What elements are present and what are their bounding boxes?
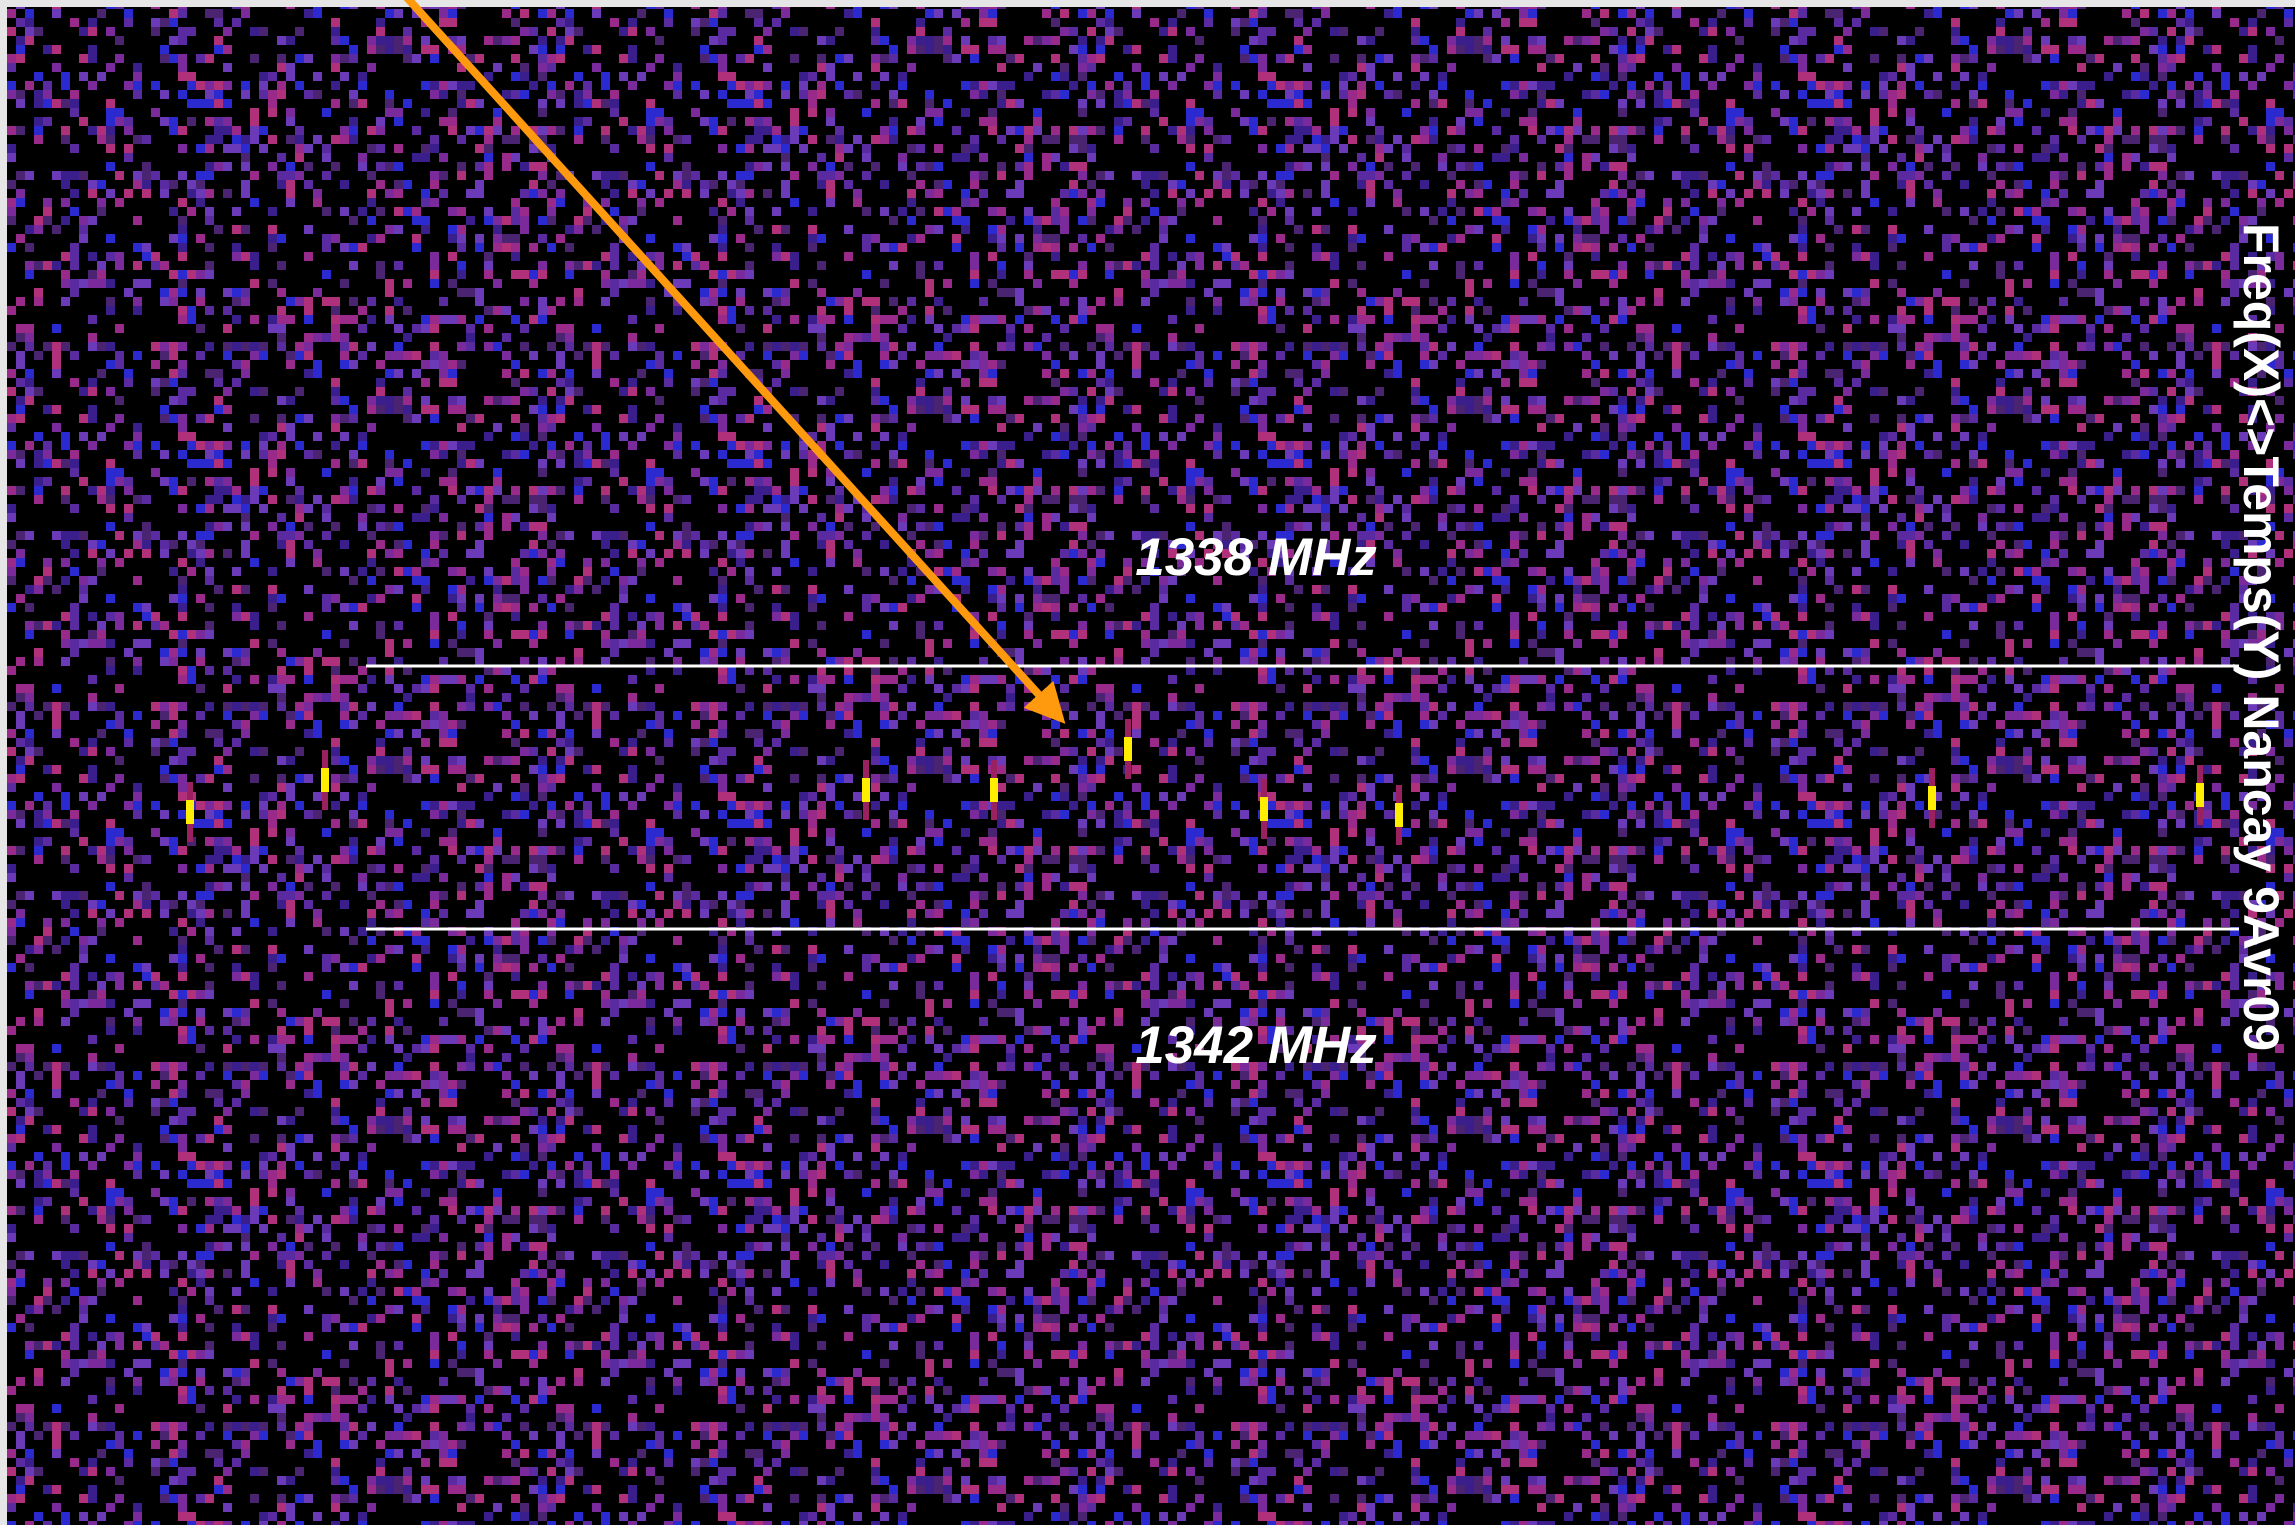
axis-note: Freq(X)<>Temps(Y) Nancay 9Avr09 (2233, 223, 2289, 1051)
signal-peak (186, 800, 194, 824)
signal-peak (1124, 737, 1132, 761)
noise-field (7, 7, 2295, 1525)
signal-peak (990, 778, 998, 802)
frequency-label: 1342 MHz (1135, 1016, 1377, 1075)
page: 1338 MHz 1342 MHz Freq(X)<>Temps(Y) Nanc… (0, 0, 2295, 1525)
signal-peak (2196, 783, 2204, 807)
signal-peak (1928, 786, 1936, 810)
signal-peak (321, 768, 329, 792)
frequency-label: 1338 MHz (1135, 528, 1377, 587)
spectrogram-view: 1338 MHz 1342 MHz Freq(X)<>Temps(Y) Nanc… (0, 0, 2295, 1525)
signal-peak (1395, 803, 1403, 827)
signal-peak (862, 778, 870, 802)
signal-peak (1260, 797, 1268, 821)
